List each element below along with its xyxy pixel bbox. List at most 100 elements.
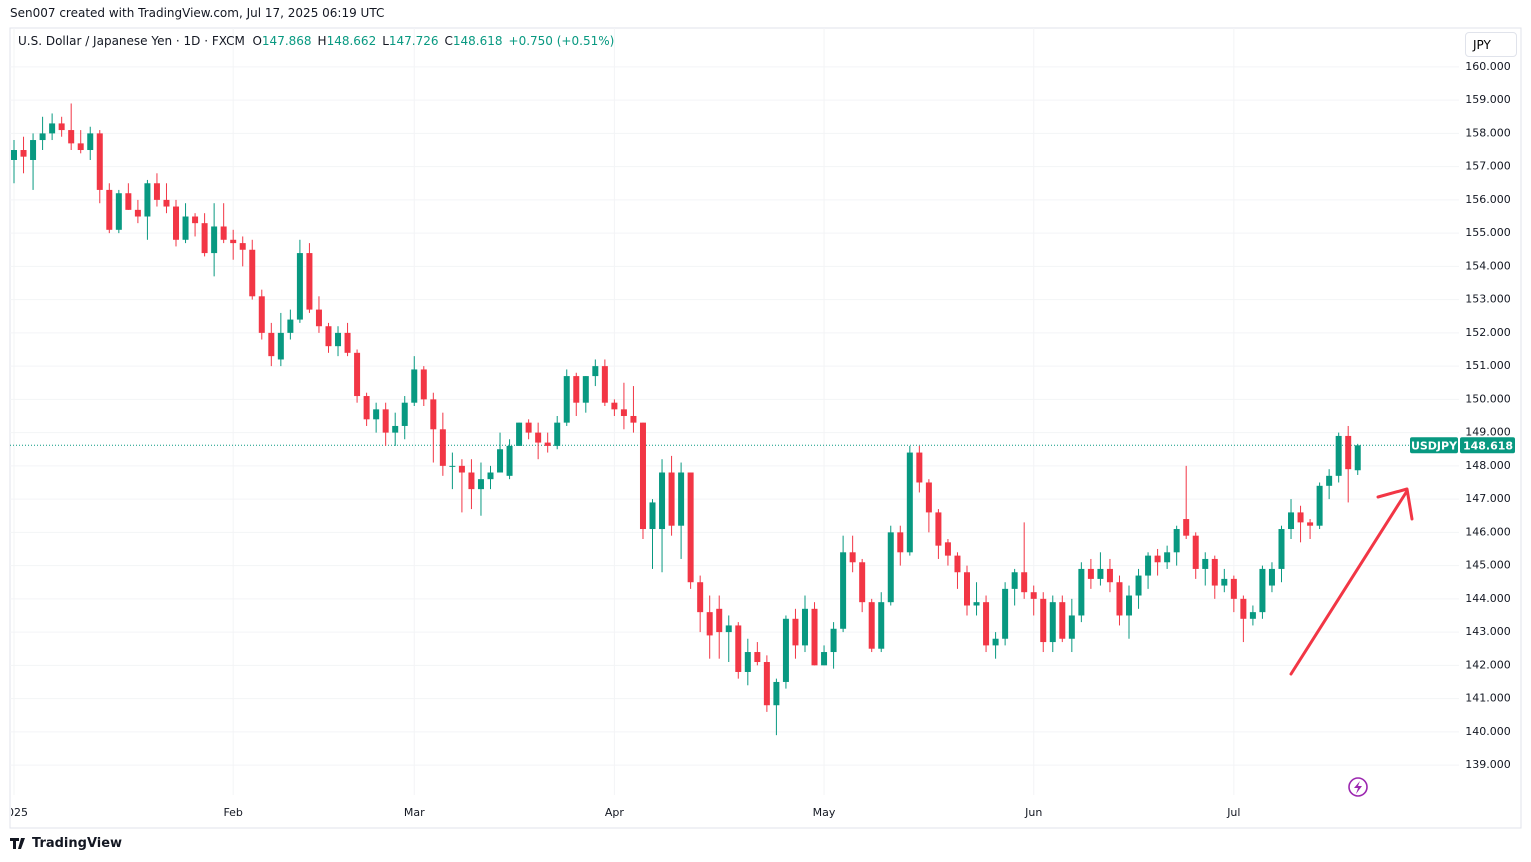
candle-body — [96, 133, 103, 190]
candle-body — [30, 140, 37, 160]
candle-body — [744, 652, 751, 672]
candle-body — [1259, 568, 1266, 613]
x-axis: 2025 Feb Mar Apr May Jun Jul — [0, 806, 1240, 819]
candle-body — [249, 249, 256, 297]
candle-body — [201, 223, 208, 254]
candle-body — [468, 472, 475, 490]
price-label: 148.618 — [1463, 439, 1513, 452]
candle-body — [220, 226, 227, 240]
candle-body — [192, 216, 199, 224]
footer: TradingView — [32, 836, 123, 851]
candle-body — [601, 366, 608, 403]
x-tick-label: Mar — [404, 806, 425, 819]
candle-body — [535, 432, 542, 443]
candle-body — [1049, 602, 1056, 643]
candle-body — [897, 532, 904, 553]
candle-body — [1059, 602, 1066, 639]
x-tick-label: Apr — [605, 806, 625, 819]
candle-body — [563, 376, 570, 423]
y-tick-label: 147.000 — [1465, 492, 1511, 505]
candle-body — [1011, 572, 1018, 589]
candle-body — [420, 369, 427, 400]
arrow-head — [1376, 487, 1414, 521]
candle-body — [592, 366, 599, 377]
candle-body — [1345, 435, 1352, 470]
trend-arrow — [1289, 489, 1409, 676]
candle-body — [630, 415, 637, 423]
y-tick-label: 146.000 — [1465, 525, 1511, 538]
candle-body — [1154, 555, 1161, 563]
candle-body — [811, 608, 818, 666]
x-tick-label: Jul — [1226, 806, 1240, 819]
legend: U.S. Dollar / Japanese Yen · 1D · FXCM O… — [18, 34, 620, 48]
candle-body — [153, 183, 160, 200]
candle-body — [983, 602, 990, 646]
alert-icon[interactable] — [1348, 777, 1368, 797]
y-tick-label: 149.000 — [1465, 426, 1511, 439]
candle-body — [1230, 578, 1237, 599]
y-tick-label: 145.000 — [1465, 559, 1511, 572]
chart-frame — [9, 27, 1522, 829]
x-tick-label: 2025 — [0, 806, 28, 819]
candles — [11, 103, 1361, 736]
candle-body — [315, 309, 322, 327]
candle-body — [687, 472, 694, 583]
candle-body — [401, 402, 408, 426]
candle-body — [106, 189, 113, 230]
candle-body — [287, 319, 294, 333]
candle-body — [487, 472, 494, 480]
candle-body — [325, 326, 332, 347]
candle-body — [792, 618, 799, 646]
candle-body — [973, 602, 980, 606]
candle-body — [296, 253, 303, 320]
candle-body — [735, 625, 742, 672]
y-tick-label: 151.000 — [1465, 359, 1511, 372]
candle-body — [840, 552, 847, 629]
candle-body — [1173, 529, 1180, 553]
candle-body — [1335, 435, 1342, 476]
candle-body — [697, 582, 704, 613]
candle-body — [554, 422, 561, 446]
y-tick-label: 159.000 — [1465, 93, 1511, 106]
candle-body — [649, 502, 656, 530]
symbol-label: USDJPY — [1411, 439, 1458, 452]
candle-body — [77, 143, 84, 151]
legend-change: +0.750 (+0.51%) — [508, 34, 615, 48]
candle-body — [1202, 558, 1209, 569]
candle-body — [87, 133, 94, 151]
candle-body — [992, 638, 999, 646]
candle-body — [1221, 578, 1228, 586]
candle-body — [773, 681, 780, 706]
candle-body — [125, 193, 132, 210]
candle-body — [1068, 615, 1075, 639]
currency-button[interactable]: JPY — [1465, 32, 1517, 57]
candle-body — [1307, 522, 1314, 526]
candle-body — [782, 618, 789, 682]
candle-body — [363, 396, 370, 420]
candle-body — [1297, 512, 1304, 523]
grid — [10, 28, 1459, 795]
candle-body — [878, 602, 885, 649]
candle-body — [925, 482, 932, 513]
candle-body — [1097, 568, 1104, 579]
candle-body — [954, 555, 961, 573]
y-tick-label: 140.000 — [1465, 725, 1511, 738]
candle-body — [1002, 588, 1009, 639]
y-axis: 139.000 140.000 141.000 142.000 143.000 144.0… — [1410, 60, 1515, 771]
y-tick-label: 156.000 — [1465, 193, 1511, 206]
y-tick-label: 158.000 — [1465, 126, 1511, 139]
price-tag — [1460, 437, 1515, 454]
candle-body — [239, 243, 246, 250]
y-tick-label: 154.000 — [1465, 259, 1511, 272]
candle-body — [258, 296, 265, 333]
candle-body — [849, 552, 856, 563]
candle-body — [716, 608, 723, 633]
x-tick-label: May — [813, 806, 836, 819]
candle-body — [1078, 568, 1085, 616]
candle-body — [230, 239, 237, 244]
legend-key: C — [444, 34, 453, 48]
symbol-tag — [1410, 437, 1458, 454]
legend-key: L — [382, 34, 389, 48]
legend-value: 148.618 — [452, 34, 503, 48]
